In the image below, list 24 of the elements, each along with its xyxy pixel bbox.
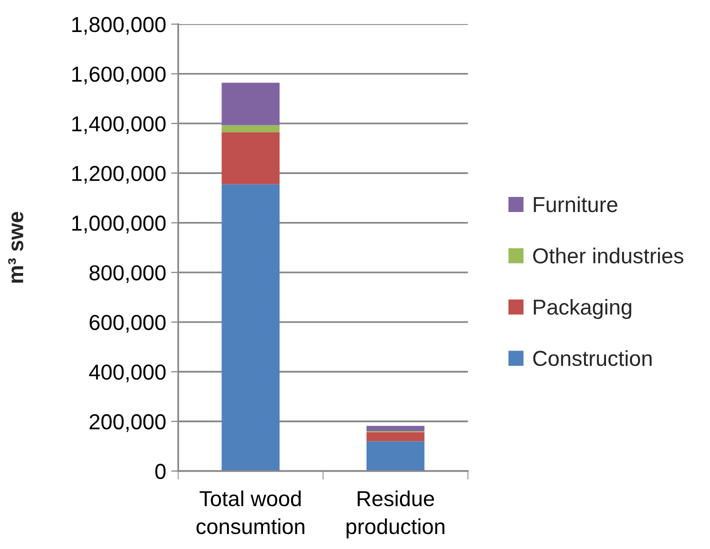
y-tick-label: 400,000 bbox=[89, 364, 166, 382]
bar bbox=[222, 82, 280, 126]
y-tick-label: 1,000,000 bbox=[72, 216, 166, 234]
bar bbox=[222, 125, 280, 132]
legend-label: Construction bbox=[533, 350, 652, 366]
bar bbox=[366, 426, 424, 432]
bar bbox=[366, 432, 424, 442]
y-tick-label: 1,600,000 bbox=[72, 66, 166, 84]
x-tick-label: Total wood consumtion bbox=[196, 490, 304, 534]
y-tick-label: 200,000 bbox=[90, 414, 166, 432]
y-tick-label: 1,800,000 bbox=[72, 16, 166, 35]
y-tick-label: 1,200,000 bbox=[72, 166, 166, 184]
x-tick-label: Residue production bbox=[346, 490, 444, 538]
y-tick-label: 600,000 bbox=[90, 314, 166, 333]
y-tick-label: 1,400,000 bbox=[72, 116, 166, 134]
legend-label: Other industries bbox=[533, 248, 684, 264]
bar bbox=[366, 441, 424, 472]
bar bbox=[222, 184, 280, 472]
y-tick-label: 0 bbox=[155, 464, 166, 480]
y-axis-title: m³ swe bbox=[8, 212, 24, 283]
bar bbox=[222, 132, 280, 184]
legend-label: Packaging bbox=[534, 298, 632, 320]
legend-label: Furniture bbox=[534, 196, 618, 212]
y-tick-label: 800,000 bbox=[90, 265, 166, 283]
